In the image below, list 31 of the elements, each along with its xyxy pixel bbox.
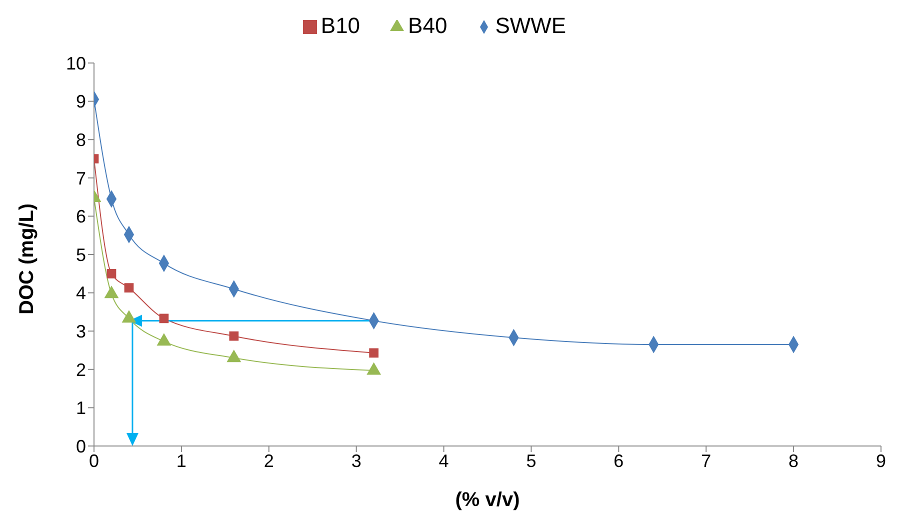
point bbox=[159, 314, 169, 324]
x-tick-label: 9 bbox=[876, 450, 886, 471]
x-tick-label: 6 bbox=[614, 450, 624, 471]
x-tick-label: 1 bbox=[176, 450, 186, 471]
y-tick-label: 7 bbox=[76, 168, 86, 188]
y-tick-label: 6 bbox=[76, 206, 86, 227]
x-tick-label: 5 bbox=[526, 450, 536, 471]
y-tick-label: 2 bbox=[76, 360, 86, 380]
y-tick-label: 4 bbox=[76, 283, 86, 304]
x-tick-label: 4 bbox=[438, 450, 449, 471]
y-tick-label: 3 bbox=[76, 321, 86, 342]
legend-label: B10 bbox=[320, 13, 360, 38]
x-tick-label: 8 bbox=[788, 450, 799, 471]
y-tick-label: 0 bbox=[76, 436, 86, 456]
point bbox=[106, 268, 116, 278]
point bbox=[369, 348, 379, 358]
x-axis-title: (% v/v) bbox=[455, 489, 520, 511]
x-tick-label: 7 bbox=[701, 450, 712, 471]
legend-label: SWWE bbox=[495, 13, 566, 38]
x-tick-label: 3 bbox=[351, 450, 362, 471]
point bbox=[124, 283, 134, 293]
legend-label: B40 bbox=[408, 13, 448, 38]
y-tick-label: 8 bbox=[76, 130, 86, 150]
point bbox=[229, 331, 239, 341]
y-axis-title: DOC (mg/L) bbox=[16, 203, 38, 314]
x-tick-label: 2 bbox=[264, 450, 274, 471]
y-tick-label: 9 bbox=[76, 92, 86, 112]
x-tick-label: 0 bbox=[88, 450, 100, 471]
y-tick-label: 10 bbox=[66, 53, 86, 74]
y-tick-label: 1 bbox=[76, 398, 86, 418]
y-tick-label: 5 bbox=[76, 244, 86, 265]
